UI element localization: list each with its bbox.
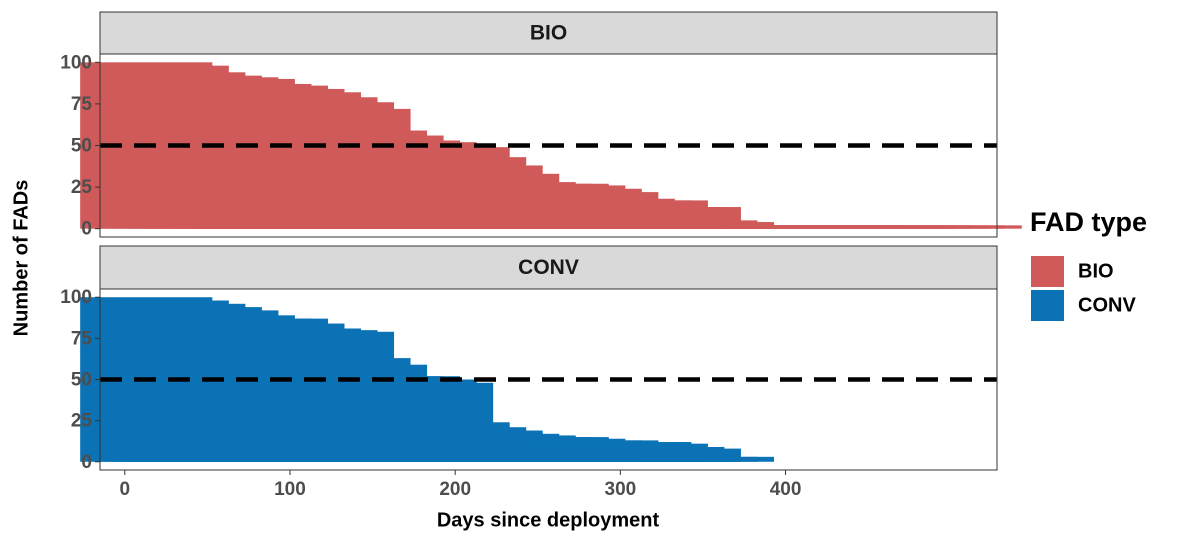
y-axis-label: Number of FADs <box>10 180 32 337</box>
bar <box>889 225 1022 229</box>
y-tick-label: 0 <box>81 219 92 240</box>
legend-label: BIO <box>1078 260 1114 282</box>
legend-title: FAD type <box>1030 207 1147 237</box>
x-tick-label: 300 <box>605 479 637 500</box>
strip <box>99 245 998 290</box>
strip-label: BIO <box>530 22 567 45</box>
legend-key <box>1031 256 1064 287</box>
x-axis-label: Days since deployment <box>437 509 660 531</box>
x-tick-label: 100 <box>274 479 306 500</box>
y-tick-label: 100 <box>60 52 92 73</box>
x-tick-label: 200 <box>439 479 471 500</box>
bar <box>641 456 774 462</box>
y-tick-label: 75 <box>71 94 93 115</box>
legend-key <box>1031 290 1064 321</box>
y-tick-label: 100 <box>60 287 92 308</box>
y-tick-label: 0 <box>81 452 92 473</box>
strip <box>99 11 998 55</box>
y-tick-label: 50 <box>71 136 92 157</box>
legend-label: CONV <box>1078 294 1136 316</box>
x-tick-label: 0 <box>119 479 130 500</box>
strip-label: CONV <box>518 256 579 279</box>
x-tick-label: 400 <box>770 479 802 500</box>
y-tick-label: 25 <box>71 177 93 198</box>
y-tick-label: 75 <box>71 328 93 349</box>
y-tick-label: 50 <box>71 370 92 391</box>
y-tick-label: 25 <box>71 411 93 432</box>
